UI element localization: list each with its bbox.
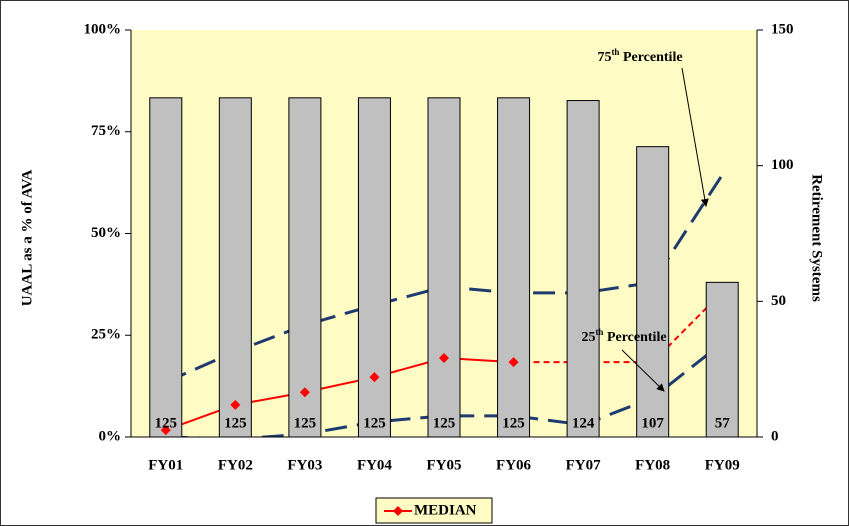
line: [165, 341, 724, 437]
y-tick-label: 50%: [91, 225, 121, 241]
x-tick-label: FY04: [357, 457, 392, 473]
y2-axis-label: Retirement Systems: [809, 174, 825, 302]
bar: [149, 97, 183, 438]
bar: [218, 97, 252, 438]
bar-value-label: 125: [294, 415, 317, 431]
annotation: 25th Percentile: [581, 327, 666, 345]
bar: [566, 100, 600, 438]
legend-label: MEDIAN: [414, 502, 477, 518]
x-tick-label: FY02: [218, 457, 253, 473]
y-axis-label: UAAL as a % of AVA: [19, 170, 35, 307]
y2-tick-label: 50: [771, 293, 786, 309]
x-tick-label: FY03: [287, 457, 322, 473]
y2-tick-label: 150: [771, 21, 794, 37]
annotation-arrow: [621, 349, 665, 392]
bar: [705, 281, 739, 438]
x-tick-label: FY08: [635, 457, 670, 473]
legend-marker: [393, 506, 403, 516]
layer: [149, 97, 739, 438]
marker: [230, 399, 241, 410]
bar-value-label: 125: [433, 415, 456, 431]
bar-value-label: 125: [363, 415, 386, 431]
annotation-text: Percentile: [603, 330, 666, 345]
bar-value-label: 107: [641, 415, 664, 431]
bar: [357, 97, 391, 438]
annotation-sup: th: [595, 327, 603, 337]
bar-value-label: 125: [224, 415, 247, 431]
bar-value-label: 124: [572, 415, 595, 431]
bar-value-label: 125: [155, 415, 178, 431]
marker: [369, 372, 380, 383]
line: [513, 291, 723, 364]
bar-value-label: 57: [715, 415, 731, 431]
annotation: 75th Percentile: [597, 47, 682, 65]
y-tick-label: 0%: [99, 428, 122, 444]
x-tick-label: FY09: [705, 457, 740, 473]
bar: [636, 146, 670, 438]
annotation-number: 75: [597, 50, 611, 65]
x-tick-label: FY06: [496, 457, 531, 473]
x-tick-label: FY01: [148, 457, 183, 473]
y2-tick-label: 0: [771, 428, 779, 444]
bar-value-label: 125: [502, 415, 525, 431]
annotation-number: 25: [581, 330, 595, 345]
annotation-text: Percentile: [619, 50, 682, 65]
marker: [439, 353, 449, 364]
x-tick-label: FY05: [427, 457, 462, 473]
bar: [497, 97, 531, 438]
marker: [508, 357, 519, 368]
marker: [160, 425, 171, 436]
y-tick-label: 25%: [91, 327, 121, 343]
y2-tick-label: 100: [771, 157, 794, 173]
bar: [427, 97, 461, 438]
x-tick-label: FY07: [566, 457, 601, 473]
bar: [288, 97, 322, 438]
annotation-sup: th: [611, 47, 619, 57]
y-tick-label: 100%: [84, 21, 122, 37]
y-tick-label: 75%: [91, 123, 121, 139]
marker: [299, 387, 310, 398]
annotation-arrow: [681, 67, 709, 207]
